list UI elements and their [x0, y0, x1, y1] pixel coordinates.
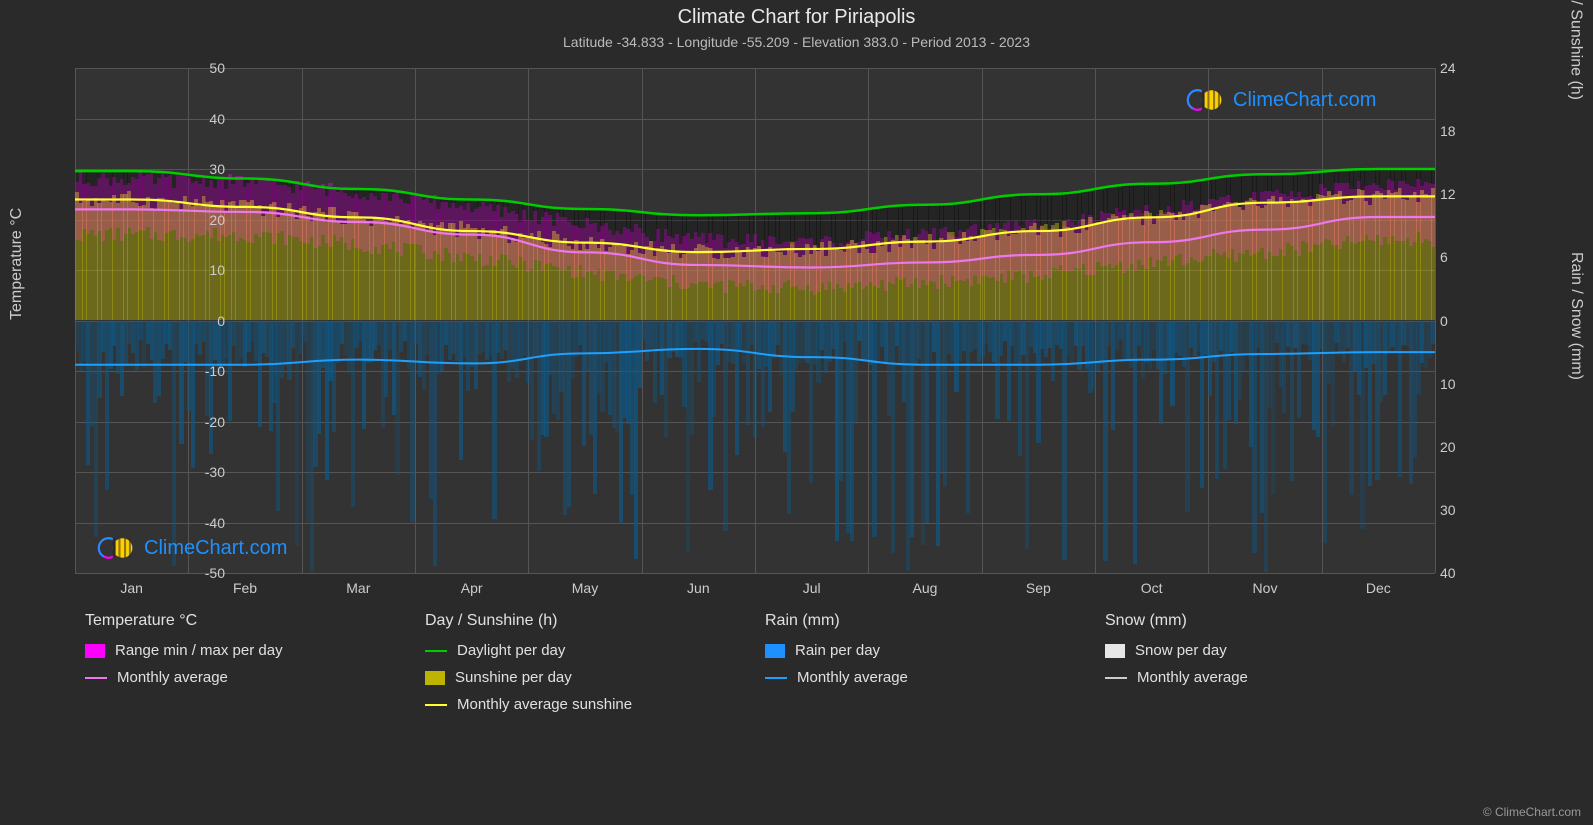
legend-line-icon [425, 650, 447, 652]
month-label: Nov [1253, 580, 1278, 596]
legend-item: Rain per day [765, 642, 1105, 659]
left-tick: 30 [175, 161, 225, 177]
legend-line-icon [85, 677, 107, 679]
left-tick: -30 [175, 464, 225, 480]
left-tick: 40 [175, 111, 225, 127]
climate-chart: Climate Chart for Piriapolis Latitude -3… [0, 0, 1593, 825]
month-label: Jun [687, 580, 710, 596]
legend-label: Range min / max per day [115, 642, 283, 659]
legend-column: Snow (mm) Snow per day Monthly average [1105, 612, 1445, 713]
left-tick: -20 [175, 414, 225, 430]
month-label: Feb [233, 580, 257, 596]
legend-line-icon [425, 704, 447, 706]
legend-label: Rain per day [795, 642, 880, 659]
legend-header: Rain (mm) [765, 612, 1105, 630]
month-label: Mar [346, 580, 370, 596]
legend-label: Sunshine per day [455, 669, 572, 686]
legend-header: Temperature °C [85, 612, 425, 630]
month-label: Jan [120, 580, 143, 596]
right-tick-mm: 10 [1440, 376, 1490, 392]
left-tick: 50 [175, 60, 225, 76]
legend-swatch-icon [765, 644, 785, 658]
grid-line-h [75, 573, 1435, 574]
temp-avg-line [75, 209, 1435, 267]
legend-swatch-icon [1105, 644, 1125, 658]
plot-area: ClimeChart.com ClimeChart.com [75, 68, 1435, 573]
legend-label: Monthly average sunshine [457, 696, 632, 713]
left-axis-label: Temperature °C [8, 208, 26, 320]
legend-label: Snow per day [1135, 642, 1227, 659]
legend-item: Snow per day [1105, 642, 1445, 659]
right-axis-label-rain: Rain / Snow (mm) [1567, 252, 1585, 380]
left-tick: -50 [175, 565, 225, 581]
right-tick-hours: 0 [1440, 313, 1490, 329]
right-tick-hours: 24 [1440, 60, 1490, 76]
legend-header: Day / Sunshine (h) [425, 612, 765, 630]
right-tick-hours: 18 [1440, 123, 1490, 139]
month-label: Dec [1366, 580, 1391, 596]
legend-line-icon [1105, 677, 1127, 679]
legend: Temperature °C Range min / max per day Mon… [85, 612, 1445, 713]
left-tick: -40 [175, 515, 225, 531]
sunshine-avg-line [75, 196, 1435, 252]
legend-column: Rain (mm) Rain per day Monthly average [765, 612, 1105, 713]
month-label: May [572, 580, 598, 596]
copyright: © ClimeChart.com [1483, 805, 1581, 819]
right-tick-mm: 30 [1440, 502, 1490, 518]
month-label: Jul [803, 580, 821, 596]
right-axis-label-sunshine: Day / Sunshine (h) [1567, 0, 1585, 100]
legend-item: Sunshine per day [425, 669, 765, 686]
legend-header: Snow (mm) [1105, 612, 1445, 630]
legend-swatch-icon [85, 644, 105, 658]
legend-label: Monthly average [1137, 669, 1248, 686]
legend-item: Daylight per day [425, 642, 765, 659]
left-tick: 20 [175, 212, 225, 228]
legend-item: Range min / max per day [85, 642, 425, 659]
right-tick-mm: 40 [1440, 565, 1490, 581]
right-tick-hours: 12 [1440, 186, 1490, 202]
line-overlay [75, 68, 1435, 573]
month-label: Aug [913, 580, 938, 596]
chart-title: Climate Chart for Piriapolis [0, 6, 1593, 29]
legend-column: Temperature °C Range min / max per day Mon… [85, 612, 425, 713]
left-tick: 0 [175, 313, 225, 329]
chart-subtitle: Latitude -34.833 - Longitude -55.209 - E… [0, 34, 1593, 50]
month-label: Sep [1026, 580, 1051, 596]
month-label: Oct [1141, 580, 1163, 596]
legend-label: Monthly average [117, 669, 228, 686]
legend-item: Monthly average sunshine [425, 696, 765, 713]
legend-label: Monthly average [797, 669, 908, 686]
legend-item: Monthly average [765, 669, 1105, 686]
legend-column: Day / Sunshine (h) Daylight per day Sunshi… [425, 612, 765, 713]
left-tick: 10 [175, 262, 225, 278]
legend-line-icon [765, 677, 787, 679]
rain-avg-line [75, 349, 1435, 365]
left-tick: -10 [175, 363, 225, 379]
month-label: Apr [461, 580, 483, 596]
legend-item: Monthly average [1105, 669, 1445, 686]
right-tick-mm: 20 [1440, 439, 1490, 455]
legend-swatch-icon [425, 671, 445, 685]
legend-label: Daylight per day [457, 642, 565, 659]
legend-item: Monthly average [85, 669, 425, 686]
right-tick-hours: 6 [1440, 249, 1490, 265]
